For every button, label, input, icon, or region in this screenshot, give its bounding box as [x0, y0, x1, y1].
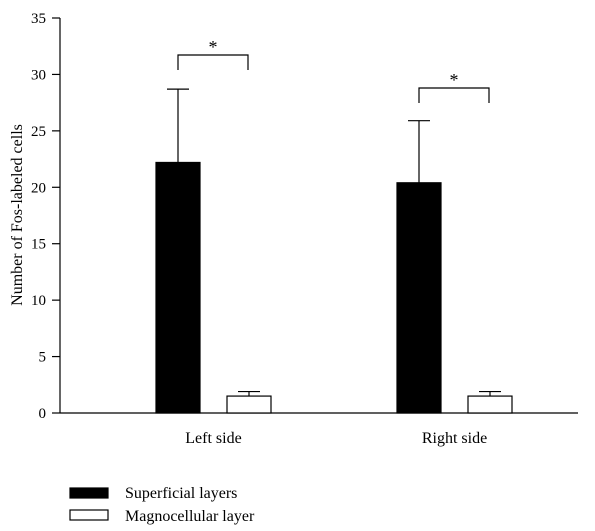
x-category-label: Right side — [422, 430, 487, 447]
y-tick-label: 10 — [31, 293, 46, 309]
bar-magnocellular-layer — [467, 395, 513, 414]
y-tick-label: 20 — [31, 180, 46, 196]
significance-star: * — [209, 37, 218, 57]
legend-label-superficial-layers: Superficial layers — [125, 485, 237, 502]
y-tick-label: 15 — [31, 237, 46, 253]
y-tick-label: 35 — [31, 11, 46, 27]
bar-magnocellular-layer — [226, 395, 272, 414]
bars — [155, 88, 513, 414]
x-axis-categories: Left side Right side — [185, 430, 487, 447]
significance-bracket — [418, 87, 490, 103]
legend: Superficial layers Magnocellular layer — [69, 485, 255, 525]
bar-superficial-layers — [155, 161, 201, 414]
y-tick-label: 25 — [31, 124, 46, 140]
chart-axes — [59, 18, 578, 414]
y-tick-label: 5 — [39, 350, 47, 366]
y-tick-label: 0 — [39, 406, 47, 422]
y-axis-ticks: 0 5 10 15 20 25 30 35 — [31, 11, 60, 422]
x-category-label: Left side — [185, 430, 241, 447]
significance-bracket — [177, 54, 249, 70]
bar-superficial-layers — [396, 182, 442, 414]
significance-star: * — [450, 70, 459, 90]
legend-swatch-magnocellular-layer — [69, 509, 109, 521]
y-tick-label: 30 — [31, 67, 46, 83]
significance-brackets: ** — [177, 37, 490, 103]
legend-label-magnocellular-layer: Magnocellular layer — [125, 508, 255, 525]
legend-swatch-superficial-layers — [69, 487, 109, 499]
y-axis-label: Number of Fos-labeled cells — [9, 124, 26, 306]
